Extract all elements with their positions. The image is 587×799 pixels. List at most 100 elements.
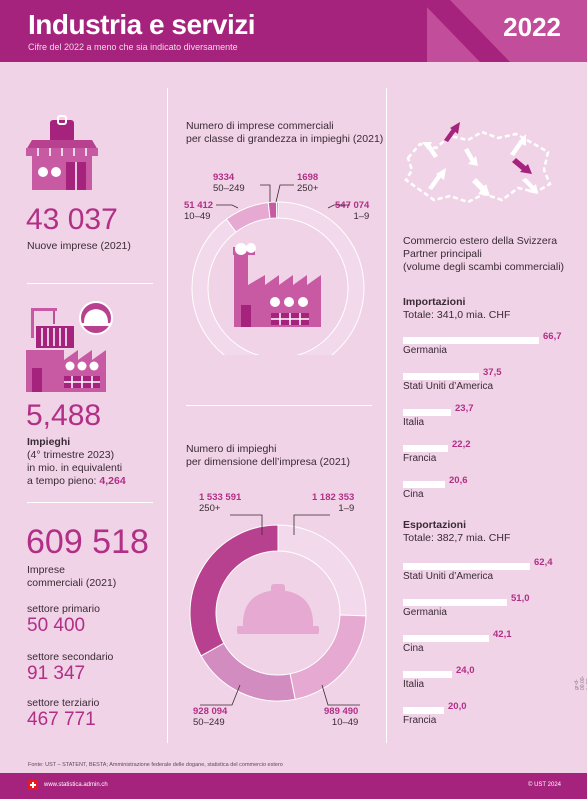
chart2-label-50-249: 928 094 50–249 [193,706,227,728]
source-note: Fonte: UST – STATENT, BESTA; Amministraz… [28,762,283,768]
chart-category-label: 10–49 [331,717,359,728]
chart2-label-250plus: 1 533 591 250+ [199,492,241,514]
trade-bar-value: 22,2 [452,439,471,450]
companies-value: 609 518 [26,523,149,561]
companies-label-1: Imprese [27,564,65,576]
trade-country-label: Italia [403,679,425,690]
trade-bar [403,373,479,380]
chart-value-label: 928 094 [193,706,228,717]
chart-value-label: 51 412 [184,200,214,211]
donut-segment-250- [275,201,279,219]
trade-bar-value: 66,7 [543,331,562,342]
jobs-value: 5,488 [26,399,102,432]
imports-total: Totale: 341,0 mia. CHF [403,309,511,321]
jobs-fte-value: 4,264 [99,475,126,487]
jobs-label: Impieghi [27,436,71,448]
shop-icon [26,115,98,190]
exports-title: Esportazioni [403,519,467,531]
trade-bar [403,671,452,678]
header-diagonal [420,0,510,62]
chart-value-label: 547 074 [335,200,370,211]
chart2-leader-lines [200,514,360,706]
secondary-sector-value: 91 347 [27,663,86,684]
footer-link[interactable]: www.statistica.admin.ch [44,782,108,788]
trade-country-label: Stati Uniti d’America [403,571,494,582]
swiss-flag-icon [28,780,38,790]
factory-icon [233,243,321,327]
chart-category-label: 50–249 [193,717,225,728]
new-companies-label: Nuove imprese (2021) [27,240,131,252]
primary-sector-value: 50 400 [27,615,86,636]
chart2-title-1: Numero di impieghi [186,443,277,455]
chart1-leader-lines [216,184,350,209]
trade-country-label: Francia [403,715,437,726]
trade-country-label: Germania [403,345,447,356]
donut-segment-250- [189,524,279,657]
column-divider-right [386,88,387,743]
trade-bar-value: 24,0 [456,665,475,676]
donut-segment-1-9 [191,201,365,355]
trade-bar-value: 37,5 [483,367,502,378]
page-subtitle: Cifre del 2022 a meno che sia indicato d… [28,42,238,52]
factory-helmet-icon [26,301,113,392]
switzerland-trade-map-icon [404,122,552,204]
trade-title-1: Commercio estero della Svizzera [403,235,558,247]
copyright: © UST 2024 [528,782,561,788]
jobs-note-3: a tempo pieno: 4,264 [27,475,126,488]
companies-label-2: commerciali (2021) [27,577,117,589]
new-companies-value: 43 037 [26,203,118,236]
footer-bar: www.statistica.admin.ch © UST 2024 [0,773,587,799]
side-code: gr-d-00.00-jb-22 [574,675,587,690]
trade-bar [403,599,507,606]
chart1-label-250plus: 1698 250+ [297,172,318,194]
chart1-title-2: per classe di grandezza in impieghi (202… [186,133,384,145]
trade-country-label: Francia [403,453,437,464]
primary-sector-label: settore primario [27,603,100,615]
trade-bar [403,563,530,570]
trade-bar [403,337,539,344]
trade-bar [403,635,489,642]
trade-bar-value: 51,0 [511,593,530,604]
jobs-note-2: in mio. in equivalenti [27,462,123,474]
donut-chart-jobs [189,524,367,702]
chart1-label-10-49: 51 412 10–49 [184,200,213,222]
trade-country-label: Germania [403,607,447,618]
chart2-title-2: per dimensione dell’impresa (2021) [186,456,351,468]
trade-bar [403,481,445,488]
chart-value-label: 9334 [213,172,235,183]
page-title: Industria e servizi [28,9,256,40]
chart-category-label: 50–249 [213,183,245,194]
secondary-sector-label: settore secondario [27,651,114,663]
chart-category-label: 1–9 [338,503,355,514]
chart1-label-50-249: 9334 50–249 [213,172,245,194]
exports-total: Totale: 382,7 mia. CHF [403,532,511,544]
trade-title-3: (volume degli scambi commerciali) [403,261,565,273]
year-label: 2022 [503,12,561,42]
donut-chart-companies [191,201,365,355]
column-divider-left [167,88,168,743]
jobs-note-3-prefix: a tempo pieno: [27,475,100,487]
chart2-label-1-9: 1 182 353 1–9 [312,492,354,514]
trade-bar-value: 20,0 [448,701,467,712]
chart-category-label: 250+ [297,183,319,194]
trade-bar [403,445,448,452]
tertiary-sector-value: 467 771 [27,709,96,730]
jobs-note-1: (4° trimestre 2023) [27,449,115,461]
trade-bar-value: 20,6 [449,475,468,486]
trade-country-label: Italia [403,417,425,428]
tertiary-sector-label: settore terziario [27,697,100,709]
chart1-label-1-9: 547 074 1–9 [335,200,369,222]
chart-value-label: 1 182 353 [312,492,355,503]
trade-bar [403,409,451,416]
trade-bar-value: 42,1 [493,629,512,640]
chart-category-label: 10–49 [184,211,211,222]
chart1-title-1: Numero di imprese commerciali [186,120,334,132]
header-banner: Industria e servizi Cifre del 2022 a men… [0,0,587,62]
divider [27,502,153,503]
trade-country-label: Stati Uniti d’America [403,381,494,392]
chart-value-label: 1 533 591 [199,492,242,503]
divider [186,405,372,406]
chart-category-label: 1–9 [353,211,370,222]
chart-value-label: 989 490 [324,706,359,717]
trade-title-2: Partner principali [403,248,482,260]
